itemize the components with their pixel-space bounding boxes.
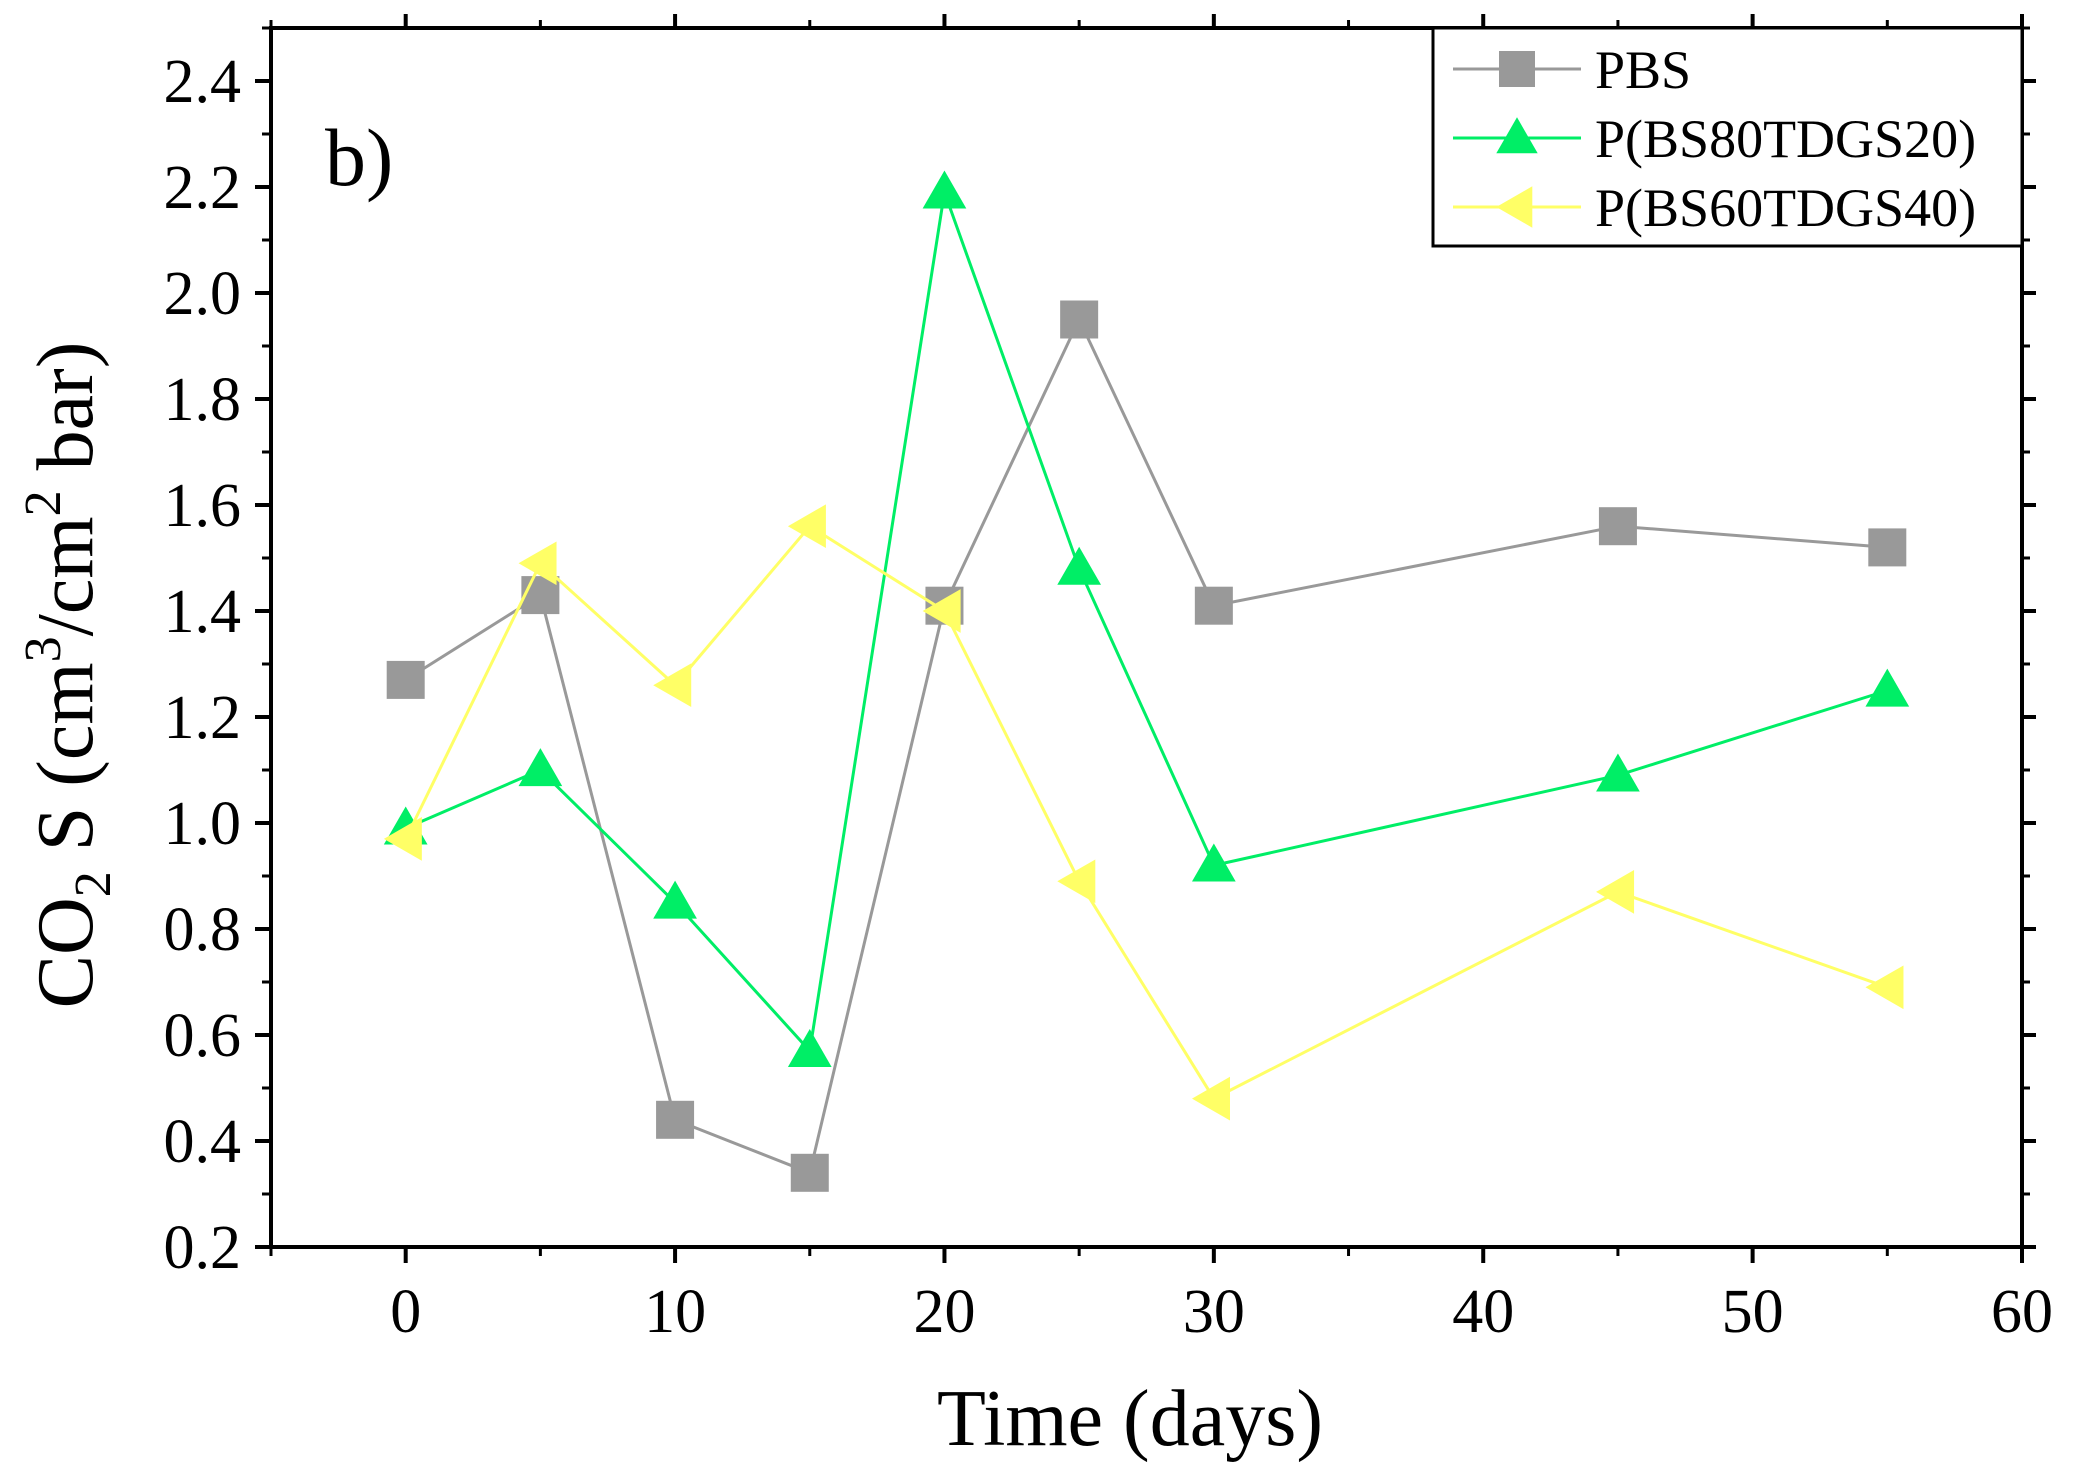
series-PBS bbox=[386, 300, 1907, 1192]
series-layer bbox=[383, 170, 1910, 1192]
x-tick-label: 10 bbox=[644, 1278, 706, 1346]
plot-area-frame bbox=[269, 26, 2024, 1249]
data-point bbox=[1865, 668, 1910, 707]
y-axis-title-mid: S (cm bbox=[22, 662, 110, 871]
data-point bbox=[518, 748, 563, 787]
y-tick-label: 0.4 bbox=[164, 1108, 242, 1176]
data-point bbox=[518, 541, 557, 586]
x-tick-label: 20 bbox=[913, 1278, 975, 1346]
data-point bbox=[653, 880, 697, 919]
data-point bbox=[1596, 753, 1640, 792]
y-axis-title-suffix: bar) bbox=[22, 342, 110, 491]
y-tick-label: 1.6 bbox=[164, 472, 242, 540]
y-axis-title: CO2 S (cm3/cm2 bar) bbox=[15, 342, 122, 1009]
data-point bbox=[1596, 870, 1635, 914]
y-tick-label: 2.0 bbox=[164, 260, 242, 328]
y-tick-label: 1.4 bbox=[164, 578, 242, 646]
data-point bbox=[922, 170, 967, 209]
data-point bbox=[1057, 546, 1102, 585]
y-tick-label: 0.6 bbox=[164, 1002, 242, 1070]
y-tick-label: 1.0 bbox=[164, 790, 242, 858]
series-P(BS80TDGS20) bbox=[383, 170, 1910, 1068]
y-tick-label: 2.2 bbox=[164, 154, 242, 222]
y-tick-label: 0.8 bbox=[164, 896, 242, 964]
data-point bbox=[653, 663, 692, 708]
y-tick-label: 2.4 bbox=[164, 48, 242, 116]
legend-label: P(BS80TDGS20) bbox=[1595, 109, 1976, 169]
x-tick-label: 50 bbox=[1722, 1278, 1784, 1346]
axis-ticks: 0 10 20 30 40 50 60 0.2 0.4 0.6 0.8 1.0 1.2 1.4 1.6 1.8… bbox=[164, 14, 2053, 1346]
panel-label: b) bbox=[325, 112, 393, 203]
data-point bbox=[787, 1029, 832, 1068]
y-tick-label: 1.8 bbox=[164, 366, 242, 434]
y-axis-title-sup1: 3 bbox=[15, 636, 72, 662]
data-point bbox=[787, 504, 826, 549]
y-axis-title-sup2: 2 bbox=[15, 490, 72, 516]
series-P(BS60TDGS40) bbox=[383, 504, 1904, 1121]
x-tick-label: 40 bbox=[1452, 1278, 1514, 1346]
data-point bbox=[1868, 528, 1907, 567]
data-point bbox=[1191, 843, 1236, 882]
data-point bbox=[386, 660, 425, 699]
x-axis-title: Time (days) bbox=[937, 1375, 1323, 1463]
data-point bbox=[1060, 300, 1099, 339]
data-point bbox=[1865, 965, 1904, 1010]
data-point bbox=[1057, 859, 1096, 904]
data-point bbox=[383, 817, 422, 861]
x-tick-label: 30 bbox=[1183, 1278, 1245, 1346]
data-point bbox=[922, 589, 961, 633]
y-tick-label: 1.2 bbox=[164, 684, 242, 752]
data-point bbox=[1191, 1076, 1230, 1121]
legend: PBS P(BS80TDGS20) P(BS60TDGS40) bbox=[1431, 26, 2024, 248]
series-line bbox=[404, 315, 1888, 1175]
legend-label: P(BS60TDGS40) bbox=[1595, 178, 1976, 238]
legend-marker bbox=[1499, 51, 1535, 87]
series-line bbox=[405, 191, 1888, 1055]
y-axis-title-sub: 2 bbox=[65, 871, 122, 897]
y-tick-label: 0.2 bbox=[164, 1214, 242, 1282]
legend-marker bbox=[1496, 186, 1533, 228]
legend-label: PBS bbox=[1595, 40, 1691, 100]
y-axis-title-prefix: CO bbox=[22, 897, 110, 1008]
data-point bbox=[1598, 507, 1637, 546]
data-point bbox=[1194, 586, 1233, 625]
data-point bbox=[656, 1100, 695, 1139]
series-line bbox=[404, 524, 1888, 1101]
data-point bbox=[790, 1153, 829, 1192]
legend-marker bbox=[1496, 117, 1538, 154]
x-tick-label: 60 bbox=[1991, 1278, 2053, 1346]
x-tick-label: 0 bbox=[390, 1278, 421, 1346]
y-axis-title-mid2: /cm bbox=[22, 516, 110, 636]
